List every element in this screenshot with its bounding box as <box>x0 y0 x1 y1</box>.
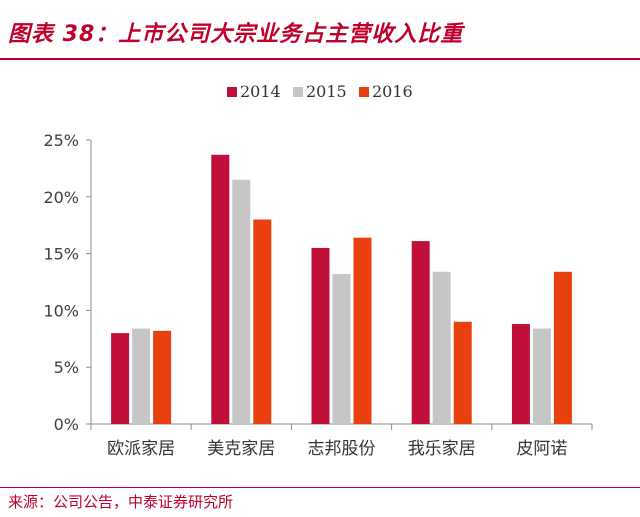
bar-2016-3 <box>453 321 472 424</box>
legend-label-2015: 2015 <box>306 82 347 101</box>
legend-swatch-2015 <box>293 87 303 97</box>
bar-2014-3 <box>411 241 430 424</box>
title-divider <box>0 58 640 60</box>
bar-2016-4 <box>553 271 572 424</box>
bar-2014-2 <box>311 247 330 424</box>
bar-2014-0 <box>111 333 130 424</box>
bar-chart: 2014 2015 2016 0% 5% 10% 15% 20% 25% 欧派家居 美克家居 志邦股… <box>43 82 593 459</box>
legend-swatch-2014 <box>227 87 237 97</box>
y-tick-label: 20% <box>43 188 79 207</box>
y-tick-label: 10% <box>43 301 79 320</box>
chart-bars <box>111 154 572 424</box>
bar-2015-4 <box>532 328 551 424</box>
chart-labels: 0% 5% 10% 15% 20% 25% 欧派家居 美克家居 志邦股份 我乐家居 皮阿诺 <box>43 131 567 459</box>
x-category-label: 欧派家居 <box>107 439 175 459</box>
x-category-label: 皮阿诺 <box>516 439 567 459</box>
source-note: 来源：公司公告，中泰证券研究所 <box>8 493 234 511</box>
y-tick-label: 5% <box>54 358 79 377</box>
x-category-label: 美克家居 <box>207 439 275 459</box>
title-bar: 图表 38：上市公司大宗业务占主营收入比重 <box>0 0 640 60</box>
bar-2014-4 <box>511 324 530 424</box>
chart-title: 图表 38：上市公司大宗业务占主营收入比重 <box>8 22 464 47</box>
bar-2014-1 <box>211 154 230 424</box>
bar-2015-2 <box>332 274 351 424</box>
y-tick-label: 15% <box>43 245 79 264</box>
y-tick-label: 0% <box>54 415 79 434</box>
bar-2015-1 <box>232 179 251 424</box>
bar-2016-1 <box>253 219 272 424</box>
x-category-label: 我乐家居 <box>408 439 476 459</box>
bar-2015-3 <box>432 271 451 424</box>
bar-2016-2 <box>353 237 372 424</box>
y-tick-label: 25% <box>43 131 79 150</box>
legend-label-2016: 2016 <box>372 82 413 101</box>
footer-divider <box>0 487 640 488</box>
x-category-label: 志邦股份 <box>308 439 376 459</box>
chart-legend: 2014 2015 2016 <box>227 82 413 101</box>
legend-label-2014: 2014 <box>240 82 281 101</box>
legend-swatch-2016 <box>359 87 369 97</box>
bar-2016-0 <box>153 330 172 424</box>
bar-2015-0 <box>132 328 151 424</box>
